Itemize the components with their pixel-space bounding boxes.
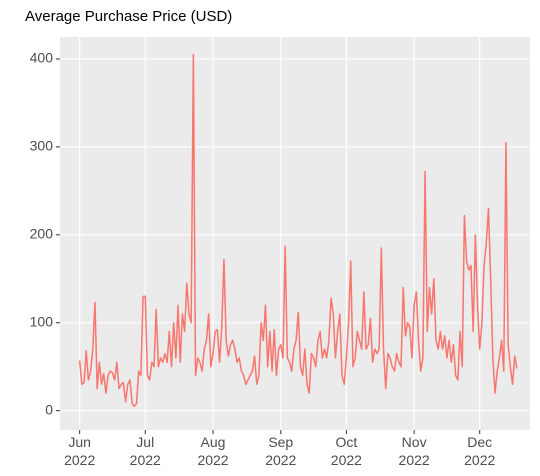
panel: [60, 37, 530, 430]
y-tick-label: 200: [30, 226, 54, 242]
y-tick-label: 0: [45, 401, 53, 417]
x-tick-label: Nov 2022: [398, 434, 430, 468]
x-tick-label: Oct 2022: [330, 434, 362, 468]
chart-title: Average Purchase Price (USD): [25, 8, 233, 25]
y-tick-label: 100: [30, 313, 54, 329]
x-tick-label: Dec 2022: [464, 434, 496, 468]
x-tick-label: Aug 2022: [197, 434, 229, 468]
price-line: [78, 53, 518, 408]
x-tick-label: Jul 2022: [129, 434, 161, 468]
x-tick-label: Jun 2022: [64, 434, 96, 468]
x-tick-label: Sep 2022: [265, 434, 297, 468]
y-tick-label: 300: [30, 138, 54, 154]
y-tick-label: 400: [30, 50, 54, 66]
